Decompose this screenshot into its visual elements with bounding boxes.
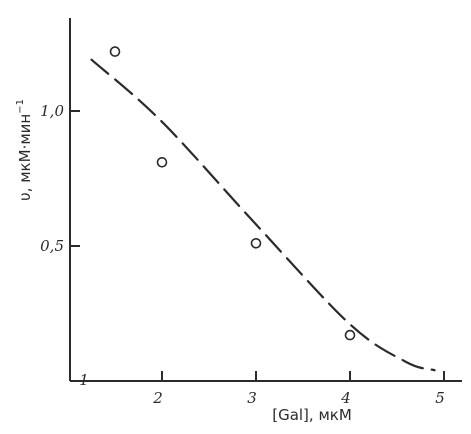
x-axis-origin-label: 1 [79,371,89,389]
data-point-1 [109,46,121,57]
fit-curve-dashed [90,58,436,372]
x-tick-label-3: 3 [247,389,257,407]
data-points [109,46,356,341]
x-tick-label-4: 4 [340,389,351,407]
data-point-2 [156,157,168,168]
y-axis-label: υ, мкМ·мин−1 [15,99,34,201]
x-tick-label-2: 2 [152,389,163,407]
y-tick-label-0,5: 0,5 [40,237,64,255]
y-tick-label-1,0: 1,0 [40,102,64,120]
y-axis-label-superscript: −1 [15,99,26,114]
x-axis-label: [Gal], мкМ [272,406,352,424]
y-ticks: 0,5 1,0 [40,102,80,255]
x-tick-label-5: 5 [435,389,445,407]
y-axis-label-main: υ, мкМ·мин [16,114,34,201]
data-point-4 [344,329,356,341]
data-point-3 [250,238,262,249]
axes [69,18,462,382]
x-ticks: 2 3 4 5 [152,371,445,407]
